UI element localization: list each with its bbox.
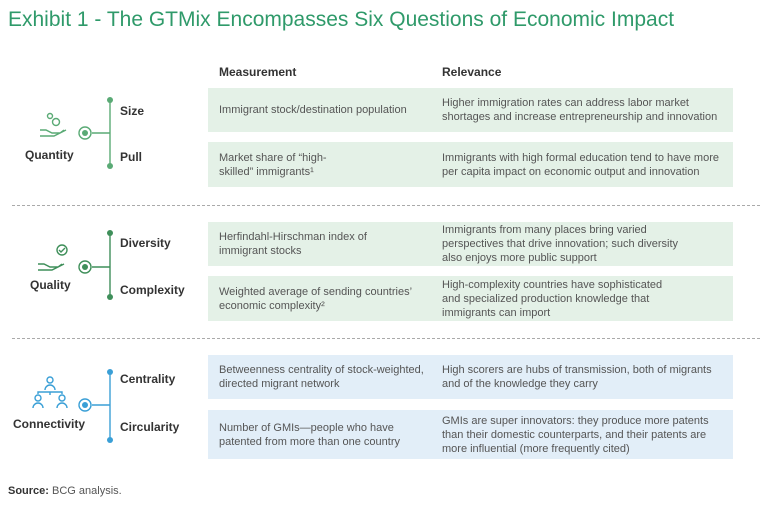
row-box: Number of GMIs—people who have patented …	[208, 410, 733, 459]
relevance: Immigrants with high formal education te…	[442, 151, 719, 178]
measurement: Number of GMIs—people who have patented …	[219, 421, 400, 448]
group-name: Quality	[30, 278, 71, 292]
group-name: Connectivity	[13, 417, 86, 431]
row-label: Pull	[120, 150, 143, 164]
column-header: Measurement	[219, 65, 297, 79]
measurement: Weighted average of sending countries’ e…	[219, 285, 412, 312]
row-box: Market share of “high-skilled” immigrant…	[208, 142, 733, 187]
measurement: Market share of “high-skilled” immigrant…	[219, 151, 327, 178]
row-label: Complexity	[120, 283, 185, 297]
measurement: Herfindahl-Hirschman index of immigrant …	[219, 231, 367, 257]
separator	[12, 338, 760, 339]
relevance: High-complexity countries have sophistic…	[442, 278, 663, 319]
source-label: Source:	[8, 485, 49, 497]
row-label: Circularity	[120, 420, 180, 434]
row-box: Herfindahl-Hirschman index of immigrant …	[208, 222, 733, 266]
relevance: GMIs are super innovators: they produce …	[442, 414, 709, 455]
row-box: Weighted average of sending countries’ e…	[208, 276, 733, 321]
group-name: Quantity	[25, 148, 74, 162]
relevance: Immigrants from many places bring varied…	[442, 224, 679, 264]
row-label: Diversity	[120, 236, 171, 250]
title: Exhibit 1 - The GTMix Encompasses Six Qu…	[8, 8, 675, 31]
row-label: Size	[120, 104, 145, 118]
source: Source: BCG analysis.	[8, 485, 122, 497]
measurement: Betweenness centrality of stock-weighted…	[219, 364, 424, 390]
source-text: BCG analysis.	[52, 485, 122, 497]
row-box: Betweenness centrality of stock-weighted…	[208, 355, 733, 399]
relevance: Higher immigration rates can address lab…	[442, 97, 718, 123]
measurement: Immigrant stock/destination population	[219, 104, 407, 116]
separator	[12, 205, 760, 206]
row-label: Centrality	[120, 372, 176, 386]
column-header: Relevance	[442, 65, 502, 79]
row-box: Immigrant stock/destination population H…	[208, 88, 733, 132]
relevance: High scorers are hubs of transmission, b…	[442, 364, 712, 390]
